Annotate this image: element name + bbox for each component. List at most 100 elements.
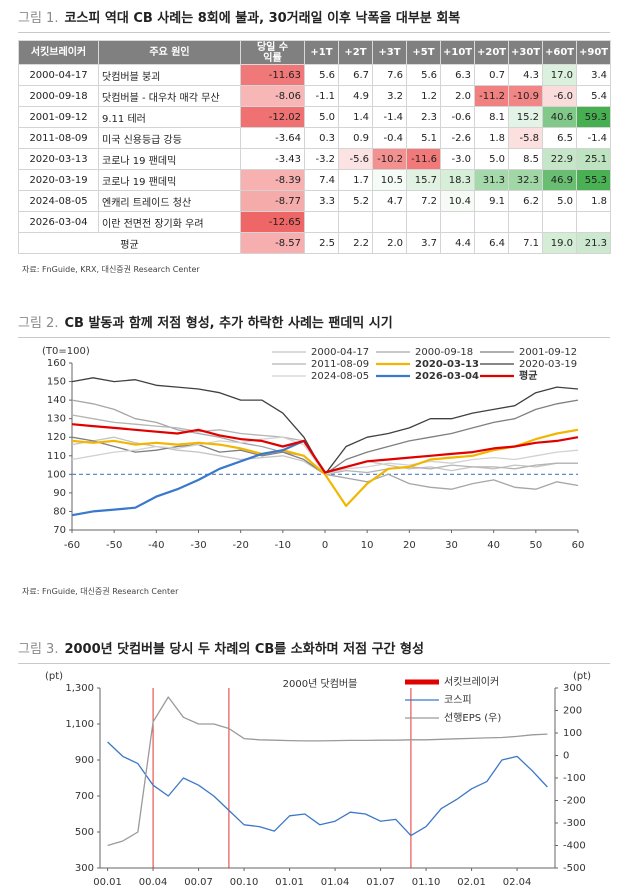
table-cell: 22.9 — [542, 148, 577, 170]
column-header: 주요 원인 — [98, 40, 241, 65]
figure-title: CB 발동과 함께 저점 형성, 추가 하락한 사례는 팬데믹 시기 — [64, 316, 393, 331]
table-cell: 0.3 — [304, 127, 339, 149]
y-tick-label: 1,300 — [65, 683, 94, 694]
table-row: 2011-08-09 미국 신용등급 강등 -3.64 0.3 0.9 -0.4 5.1 -2… — [18, 127, 611, 149]
legend-label: 2011-08-09 — [311, 359, 369, 370]
figure-label: 그림 3. — [18, 642, 59, 657]
table-cell: 9.1 — [474, 190, 509, 212]
y2-tick-label: 300 — [563, 683, 582, 694]
series-line — [107, 696, 548, 847]
table-cell: 5.2 — [338, 190, 373, 212]
source-note: 자료: FnGuide, KRX, 대신증권 Research Center — [22, 265, 200, 274]
table-cell: 2000-09-18 — [18, 85, 99, 107]
empty-cell — [542, 211, 577, 233]
table-cell: 3.3 — [304, 190, 339, 212]
column-header: +60T — [542, 40, 577, 65]
legend-label: 2020-03-13 — [415, 359, 479, 370]
y2-tick-label: -500 — [563, 863, 586, 874]
column-header-text: +2T — [344, 47, 367, 58]
legend-label: 평균 — [519, 369, 537, 382]
column-header: +5T — [406, 40, 441, 65]
x-tick-label: 01.07 — [366, 877, 395, 888]
table-cell: 46.9 — [542, 169, 577, 191]
y-tick-label: 700 — [75, 791, 94, 802]
y-tick-label: 300 — [75, 863, 94, 874]
table-cell: 55.3 — [576, 169, 611, 191]
table-cell: -2.6 — [440, 127, 475, 149]
series-line — [71, 423, 579, 474]
column-header-text: 주요 원인 — [149, 47, 190, 58]
table-cell: 4.7 — [372, 190, 407, 212]
y2-tick-label: 100 — [563, 728, 582, 739]
x-tick-label: 00.04 — [139, 877, 168, 888]
table-row: 2001-09-12 9.11 테러 -12.02 5.0 1.4 -1.4 2.3 -0.6… — [18, 106, 611, 128]
empty-cell — [406, 211, 441, 233]
y-tick-label: 140 — [47, 395, 66, 406]
table-row: 평균 -8.57 2.5 2.2 2.0 3.7 4.4 6.4 7.1 19.0 21.3 — [18, 232, 611, 254]
column-header-text: +30T — [511, 47, 541, 58]
table-cell: 8.1 — [474, 106, 509, 128]
table-cell: -11.6 — [406, 148, 441, 170]
x-tick-label: 00.10 — [230, 877, 259, 888]
source-note: 자료: FnGuide, 대신증권 Research Center — [22, 587, 179, 596]
table-cell: 2000-04-17 — [18, 64, 99, 86]
header-row: 서킷브레이커 주요 원인 당일 수익률 +1T +2T +3T +5T +10T +20T +30… — [18, 40, 611, 65]
column-header-text: +10T — [443, 47, 473, 58]
table-cell: -11.2 — [474, 85, 509, 107]
table-cell: 4.3 — [508, 64, 543, 86]
column-header-text: +60T — [545, 47, 575, 58]
y2-tick-label: 0 — [563, 751, 569, 762]
figure-header: 그림 1. 코스피 역대 CB 사례는 8회에 불과, 30거래일 이후 낙폭을 … — [18, 8, 610, 33]
table-cell: 닷컴버블 붕괴 — [98, 64, 241, 86]
column-header: +20T — [474, 40, 509, 65]
table-cell: 18.3 — [440, 169, 475, 191]
column-header-text: 당일 수익률 — [256, 41, 289, 64]
table-cell: 코로나 19 팬데믹 — [98, 169, 241, 191]
annotation: 2000년 닷컴버블 — [283, 678, 358, 690]
chart: (pt) (pt)3005007009001,1001,300-500-400-3… — [45, 671, 591, 888]
y2-tick-label: -100 — [563, 773, 586, 784]
table-cell: 5.4 — [576, 85, 611, 107]
data-table: 서킷브레이커 주요 원인 당일 수익률 +1T +2T +3T +5T +10T +20T +30… — [18, 40, 611, 254]
table-cell: 21.3 — [576, 232, 611, 254]
table-cell: 4.9 — [338, 85, 373, 107]
y2-axis-label: (pt) — [573, 671, 591, 682]
legend-label: 서킷브레이커 — [444, 676, 499, 688]
column-header: 당일 수익률 — [240, 40, 305, 65]
table-cell: 1.4 — [338, 106, 373, 128]
table-cell: 7.4 — [304, 169, 339, 191]
figure-header: 그림 2. CB 발동과 함께 저점 형성, 추가 하락한 사례는 팬데믹 시기 — [18, 313, 610, 338]
y-tick-label: 130 — [47, 414, 66, 425]
x-tick-label: 10 — [361, 540, 374, 551]
series-line — [71, 399, 579, 475]
table-cell: -8.06 — [240, 85, 305, 107]
table-cell: -3.0 — [440, 148, 475, 170]
empty-cell — [508, 211, 543, 233]
y-axis-label: (T0=100) — [42, 346, 90, 357]
table-cell: 6.7 — [338, 64, 373, 86]
table-cell: 5.1 — [406, 127, 441, 149]
x-tick-label: 0 — [322, 540, 328, 551]
table-row: 2024-08-05 엔캐리 트레이드 청산 -8.77 3.3 5.2 4.7 7.2 10… — [18, 190, 611, 212]
x-tick-label: -30 — [190, 540, 206, 551]
empty-cell — [440, 211, 475, 233]
table-cell: 6.3 — [440, 64, 475, 86]
table-cell: -1.4 — [372, 106, 407, 128]
table-cell: 이란 전면전 장기화 우려 — [98, 211, 241, 233]
table-cell: 0.7 — [474, 64, 509, 86]
column-header: 서킷브레이커 — [18, 40, 99, 65]
column-header: +10T — [440, 40, 475, 65]
legend-label: 2001-09-12 — [519, 347, 577, 358]
table-cell: 코로나 19 팬데믹 — [98, 148, 241, 170]
x-tick-label: 01.10 — [412, 877, 441, 888]
column-header-text: +20T — [477, 47, 507, 58]
table-cell: -10.2 — [372, 148, 407, 170]
series-line — [71, 428, 579, 507]
table-cell: 3.4 — [576, 64, 611, 86]
y-tick-label: 500 — [75, 827, 94, 838]
table-cell: 2020-03-13 — [18, 148, 99, 170]
y-tick-label: 90 — [53, 488, 66, 499]
table-cell: 1.2 — [406, 85, 441, 107]
table-cell: 엔캐리 트레이드 청산 — [98, 190, 241, 212]
